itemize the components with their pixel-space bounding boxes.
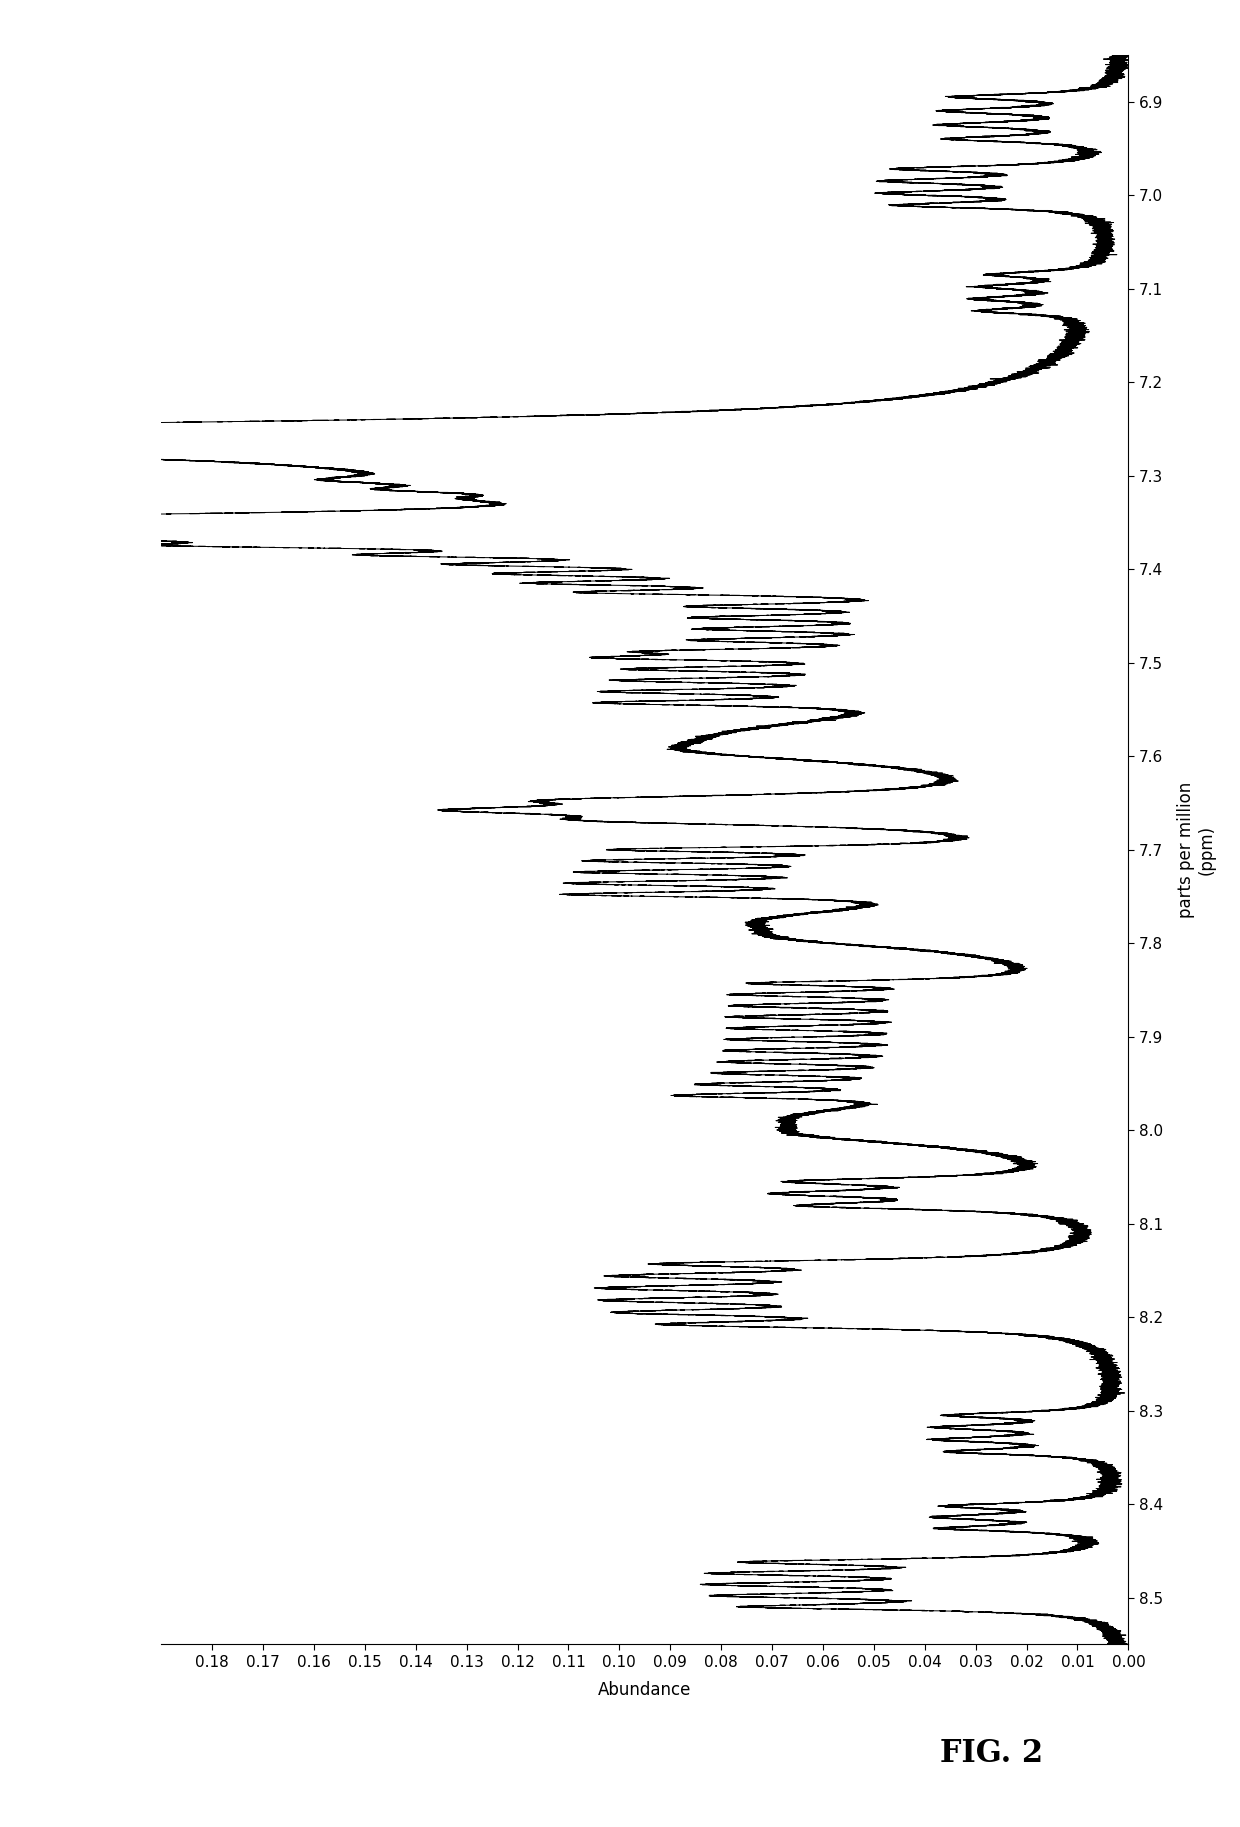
- X-axis label: Abundance: Abundance: [598, 1681, 692, 1699]
- Y-axis label: parts per million
(ppm): parts per million (ppm): [1177, 782, 1216, 917]
- Text: FIG. 2: FIG. 2: [940, 1739, 1044, 1769]
